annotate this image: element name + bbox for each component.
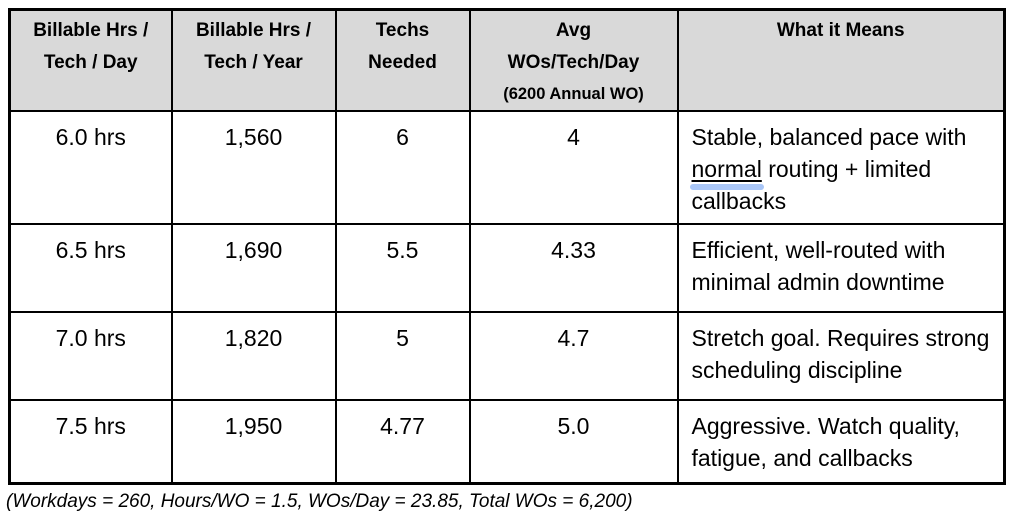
cell-billable-day[interactable]: 6.5 hrs [8, 223, 173, 313]
header-cell-billable-day[interactable]: Billable Hrs / Tech / Day [8, 8, 173, 112]
header-cell-what-it-means[interactable]: What it Means [676, 8, 1006, 112]
spellcheck-suggestion-word[interactable]: normal [691, 156, 762, 182]
cell-billable-day[interactable]: 7.5 hrs [8, 399, 173, 484]
cell-meaning[interactable]: Efficient, well-routed with minimal admi… [676, 223, 1006, 313]
tech-capacity-table: Billable Hrs / Tech / Day Billable Hrs /… [8, 8, 1006, 485]
cell-billable-day[interactable]: 7.0 hrs [8, 311, 173, 401]
cell-avg-wos[interactable]: 4 [468, 110, 679, 225]
header-line: Tech / Year [204, 52, 303, 73]
cell-avg-wos[interactable]: 5.0 [468, 399, 679, 484]
cell-billable-day[interactable]: 6.0 hrs [8, 110, 173, 225]
cell-billable-year[interactable]: 1,560 [170, 110, 337, 225]
header-cell-techs-needed[interactable]: Techs Needed [334, 8, 471, 112]
cell-techs-needed[interactable]: 5.5 [334, 223, 471, 313]
header-line: Tech / Day [43, 52, 138, 73]
header-cell-avg-wos[interactable]: Avg WOs/Tech/Day (6200 Annual WO) [468, 8, 679, 112]
cell-techs-needed[interactable]: 5 [334, 311, 471, 401]
header-cell-billable-year[interactable]: Billable Hrs / Tech / Year [170, 8, 337, 112]
header-line: Techs [375, 20, 430, 41]
header-line: Billable Hrs / [195, 20, 312, 41]
table-row: 6.5 hrs 1,690 5.5 4.33 Efficient, well-r… [8, 223, 1006, 313]
header-line: WOs/Tech/Day [507, 52, 640, 73]
cell-billable-year[interactable]: 1,950 [170, 399, 337, 484]
cell-meaning[interactable]: Aggressive. Watch quality, fatigue, and … [676, 399, 1006, 484]
header-subline: (6200 Annual WO) [503, 85, 644, 103]
cell-meaning[interactable]: Stable, balanced pace with normal routin… [676, 110, 1006, 225]
cell-techs-needed[interactable]: 6 [334, 110, 471, 225]
table-row: 7.0 hrs 1,820 5 4.7 Stretch goal. Requir… [8, 311, 1006, 401]
cell-billable-year[interactable]: 1,690 [170, 223, 337, 313]
cell-techs-needed[interactable]: 4.77 [334, 399, 471, 484]
cell-meaning[interactable]: Stretch goal. Requires strong scheduling… [676, 311, 1006, 401]
header-line: Avg [555, 20, 592, 41]
cell-billable-year[interactable]: 1,820 [170, 311, 337, 401]
meaning-text: Stable, balanced pace with [691, 124, 967, 150]
table-row: 7.5 hrs 1,950 4.77 5.0 Aggressive. Watch… [8, 399, 1006, 484]
table-row: 6.0 hrs 1,560 6 4 Stable, balanced pace … [8, 110, 1006, 225]
header-line: Needed [368, 52, 437, 73]
meaning-text: routing + limited callbacks [691, 156, 932, 214]
cell-avg-wos[interactable]: 4.33 [468, 223, 679, 313]
header-line: What it Means [776, 20, 905, 41]
table-header-row: Billable Hrs / Tech / Day Billable Hrs /… [8, 8, 1006, 112]
cell-avg-wos[interactable]: 4.7 [468, 311, 679, 401]
assumptions-footnote[interactable]: (Workdays = 260, Hours/WO = 1.5, WOs/Day… [6, 490, 633, 512]
header-line: Billable Hrs / [33, 20, 149, 41]
